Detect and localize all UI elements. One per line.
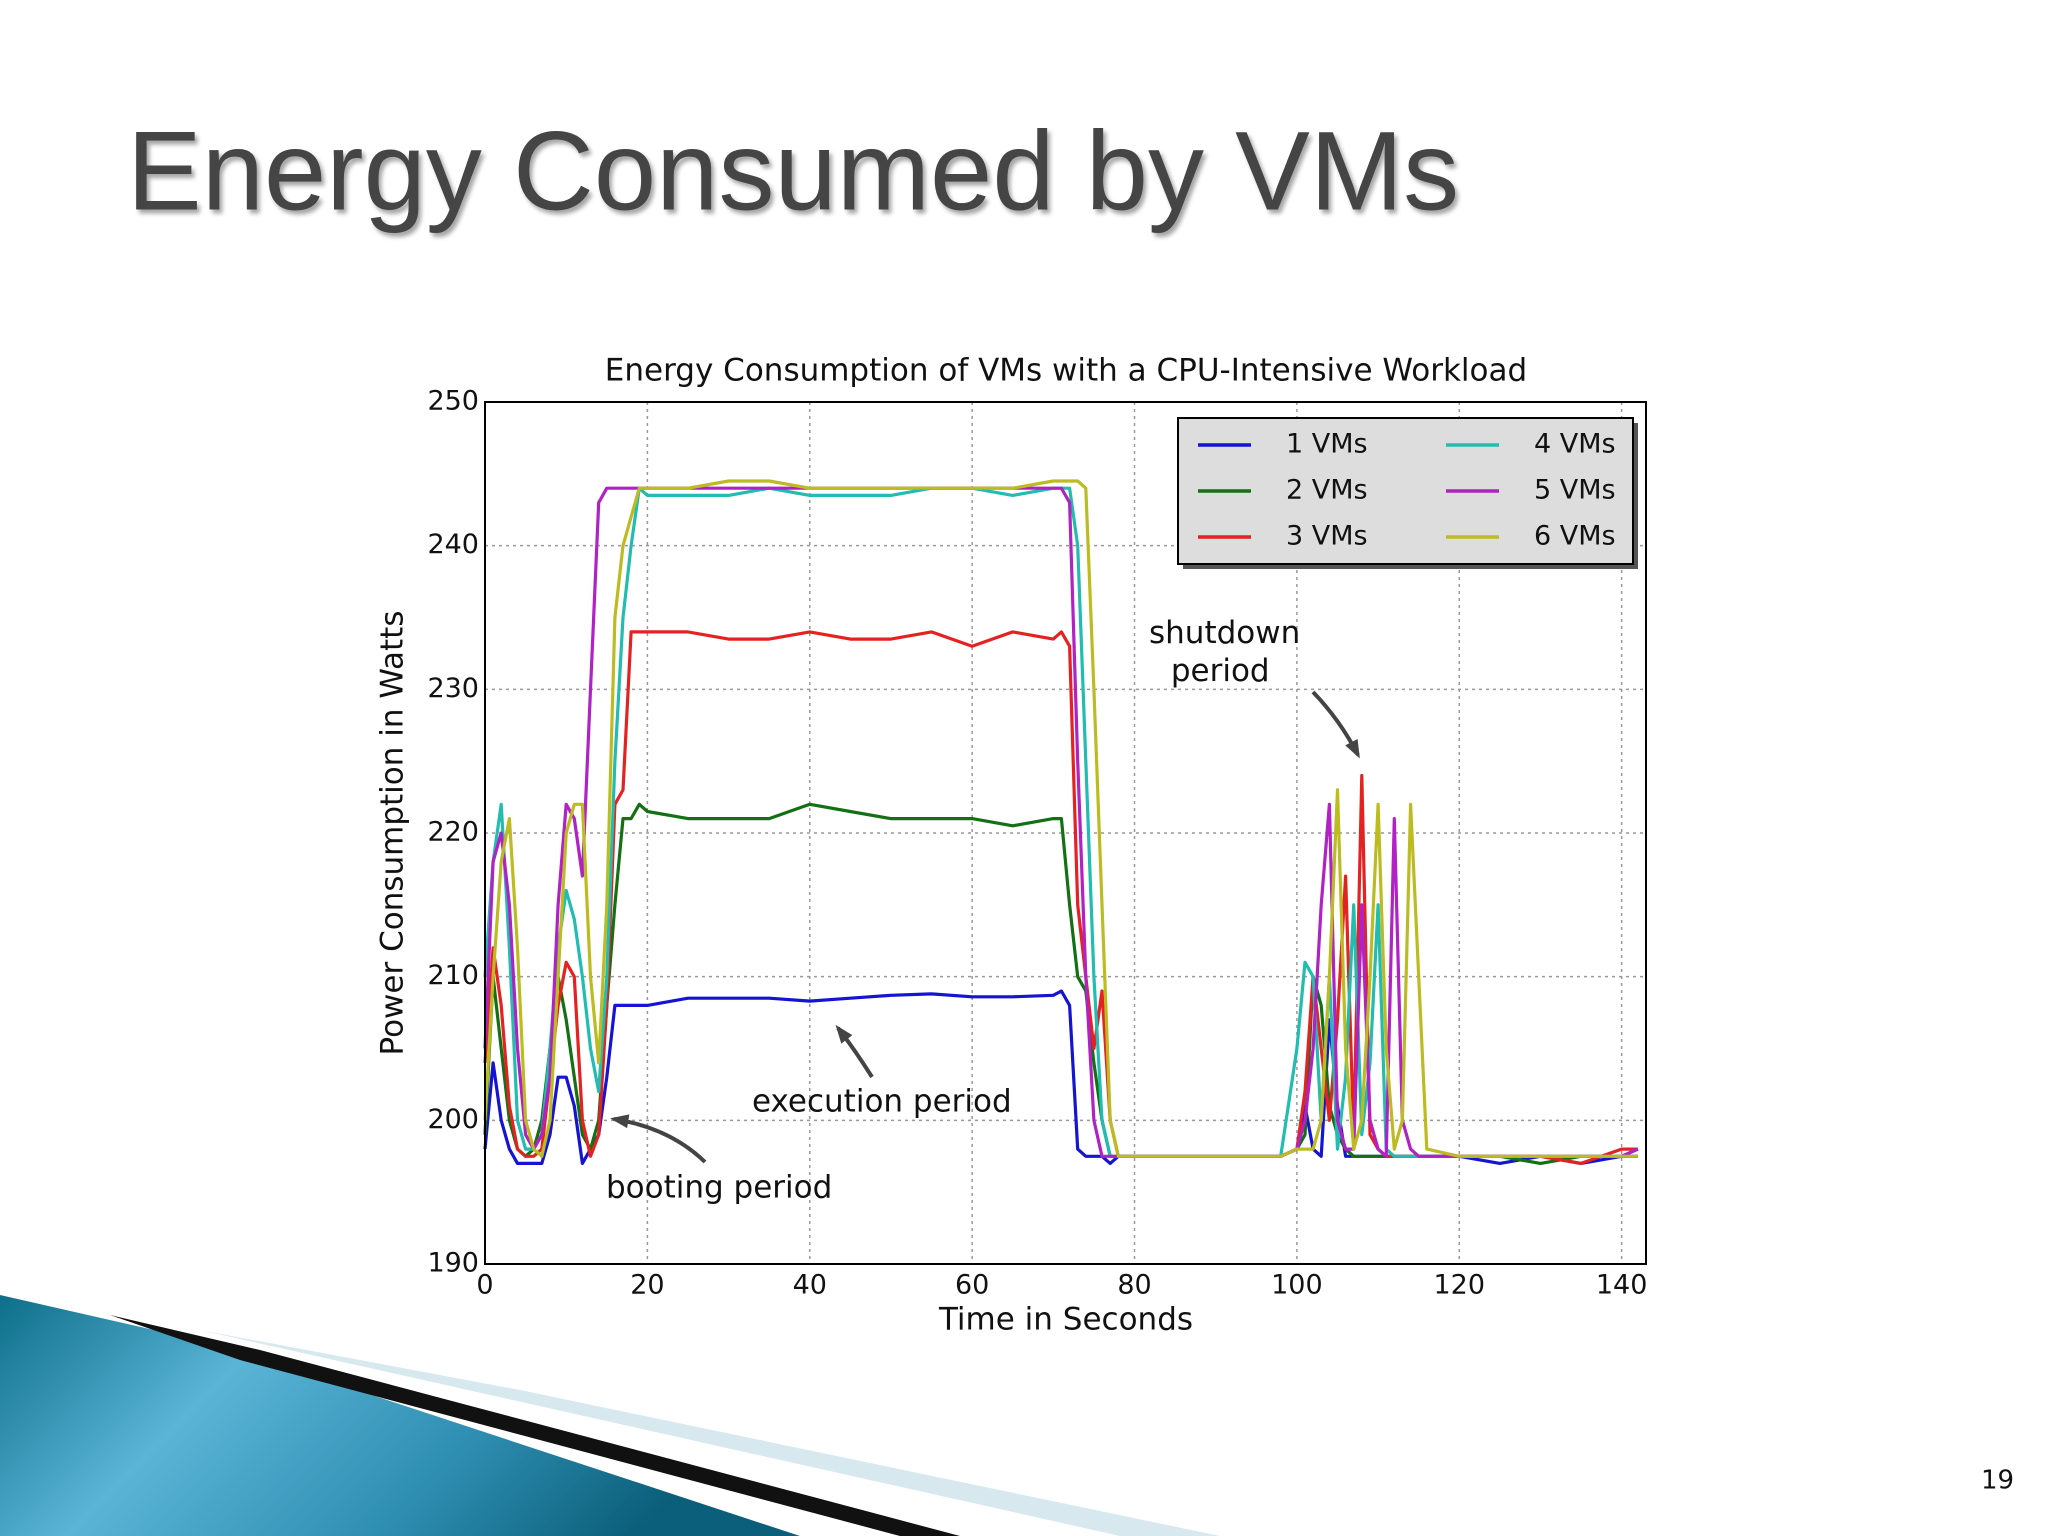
legend-label: 6 VMs	[1534, 521, 1616, 552]
y-tick-label: 190	[427, 1248, 479, 1279]
x-axis-label: Time in Seconds	[938, 1302, 1193, 1338]
legend-label: 1 VMs	[1286, 429, 1368, 460]
y-tick-label: 250	[427, 386, 479, 417]
page-number: 19	[1981, 1466, 2014, 1496]
y-tick-label: 200	[427, 1104, 479, 1135]
series-line	[483, 479, 1638, 1158]
arrow-head	[835, 1024, 853, 1044]
x-tick-label: 0	[476, 1270, 493, 1301]
series-line	[483, 486, 1639, 1158]
x-tick-label: 40	[793, 1270, 827, 1301]
x-tick-label: 140	[1596, 1270, 1648, 1301]
slide-title: Energy Consumed by VMs	[127, 109, 1459, 234]
swoosh	[0, 1295, 800, 1536]
legend-label: 2 VMs	[1286, 475, 1368, 506]
annotation: booting period	[606, 1170, 832, 1206]
y-axis-label: Power Consumption in Watts	[375, 611, 411, 1056]
arrow-head	[610, 1114, 630, 1129]
y-tick-label: 210	[427, 960, 479, 991]
swoosh-dark	[110, 1315, 960, 1536]
x-tick-label: 80	[1117, 1270, 1151, 1301]
y-tick-label: 220	[427, 817, 479, 848]
arrow-head	[1345, 739, 1360, 759]
chart-title: Energy Consumption of VMs with a CPU-Int…	[605, 353, 1527, 389]
x-tick-label: 20	[630, 1270, 664, 1301]
x-tick-label: 60	[955, 1270, 989, 1301]
x-tick-label: 120	[1433, 1270, 1485, 1301]
annotation: execution period	[752, 1084, 1012, 1120]
legend-label: 5 VMs	[1534, 475, 1616, 506]
swoosh-light	[200, 1330, 1220, 1536]
y-tick-label: 230	[427, 673, 479, 704]
annotation: shutdown period	[1149, 615, 1300, 689]
legend-box	[1177, 417, 1634, 565]
y-tick-label: 240	[427, 529, 479, 560]
legend-label: 4 VMs	[1534, 429, 1616, 460]
legend-label: 3 VMs	[1286, 521, 1368, 552]
x-tick-label: 100	[1271, 1270, 1323, 1301]
plot-frame	[484, 401, 1647, 1265]
